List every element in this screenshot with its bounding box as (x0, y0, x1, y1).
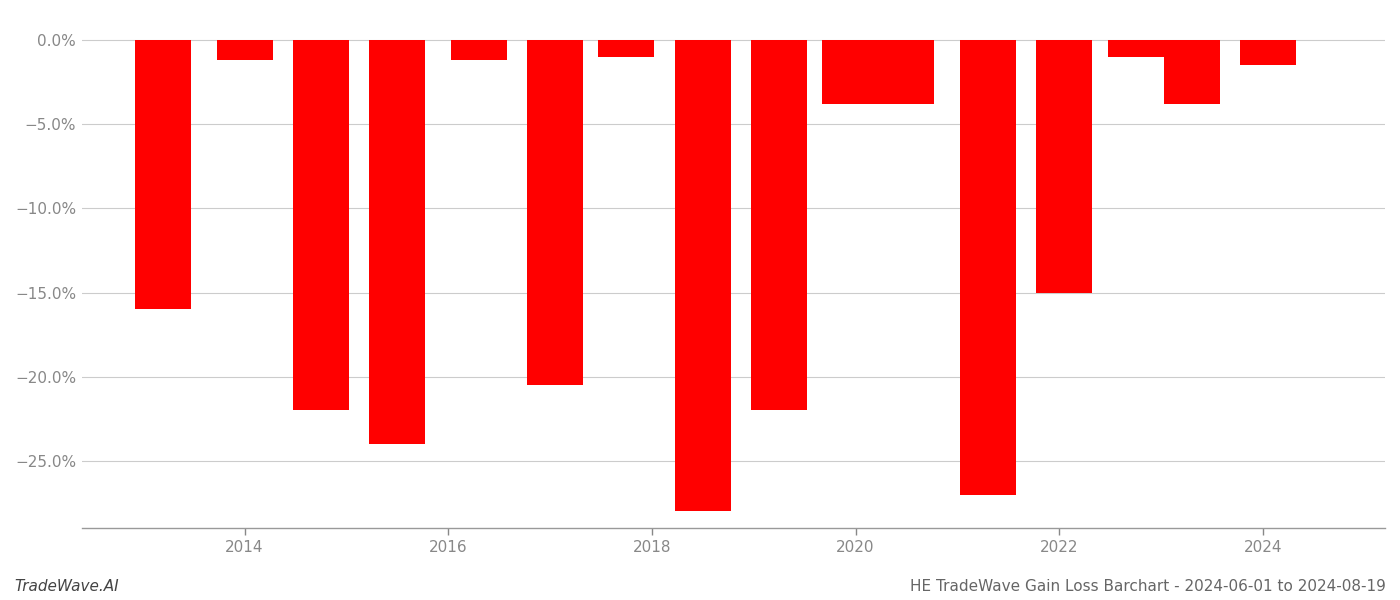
Bar (675, 40, 731, 511)
Bar (960, 40, 1016, 494)
Bar (822, 40, 878, 104)
Bar (1240, 40, 1296, 65)
Bar (293, 40, 349, 410)
Bar (451, 40, 507, 61)
Bar (1036, 40, 1092, 293)
Text: HE TradeWave Gain Loss Barchart - 2024-06-01 to 2024-08-19: HE TradeWave Gain Loss Barchart - 2024-0… (910, 579, 1386, 594)
Bar (1163, 40, 1219, 104)
Text: TradeWave.AI: TradeWave.AI (14, 579, 119, 594)
Bar (878, 40, 934, 104)
Bar (217, 40, 273, 61)
Bar (528, 40, 584, 385)
Bar (598, 40, 654, 57)
Bar (370, 40, 426, 444)
Bar (752, 40, 808, 410)
Bar (136, 40, 192, 310)
Bar (1107, 40, 1163, 57)
